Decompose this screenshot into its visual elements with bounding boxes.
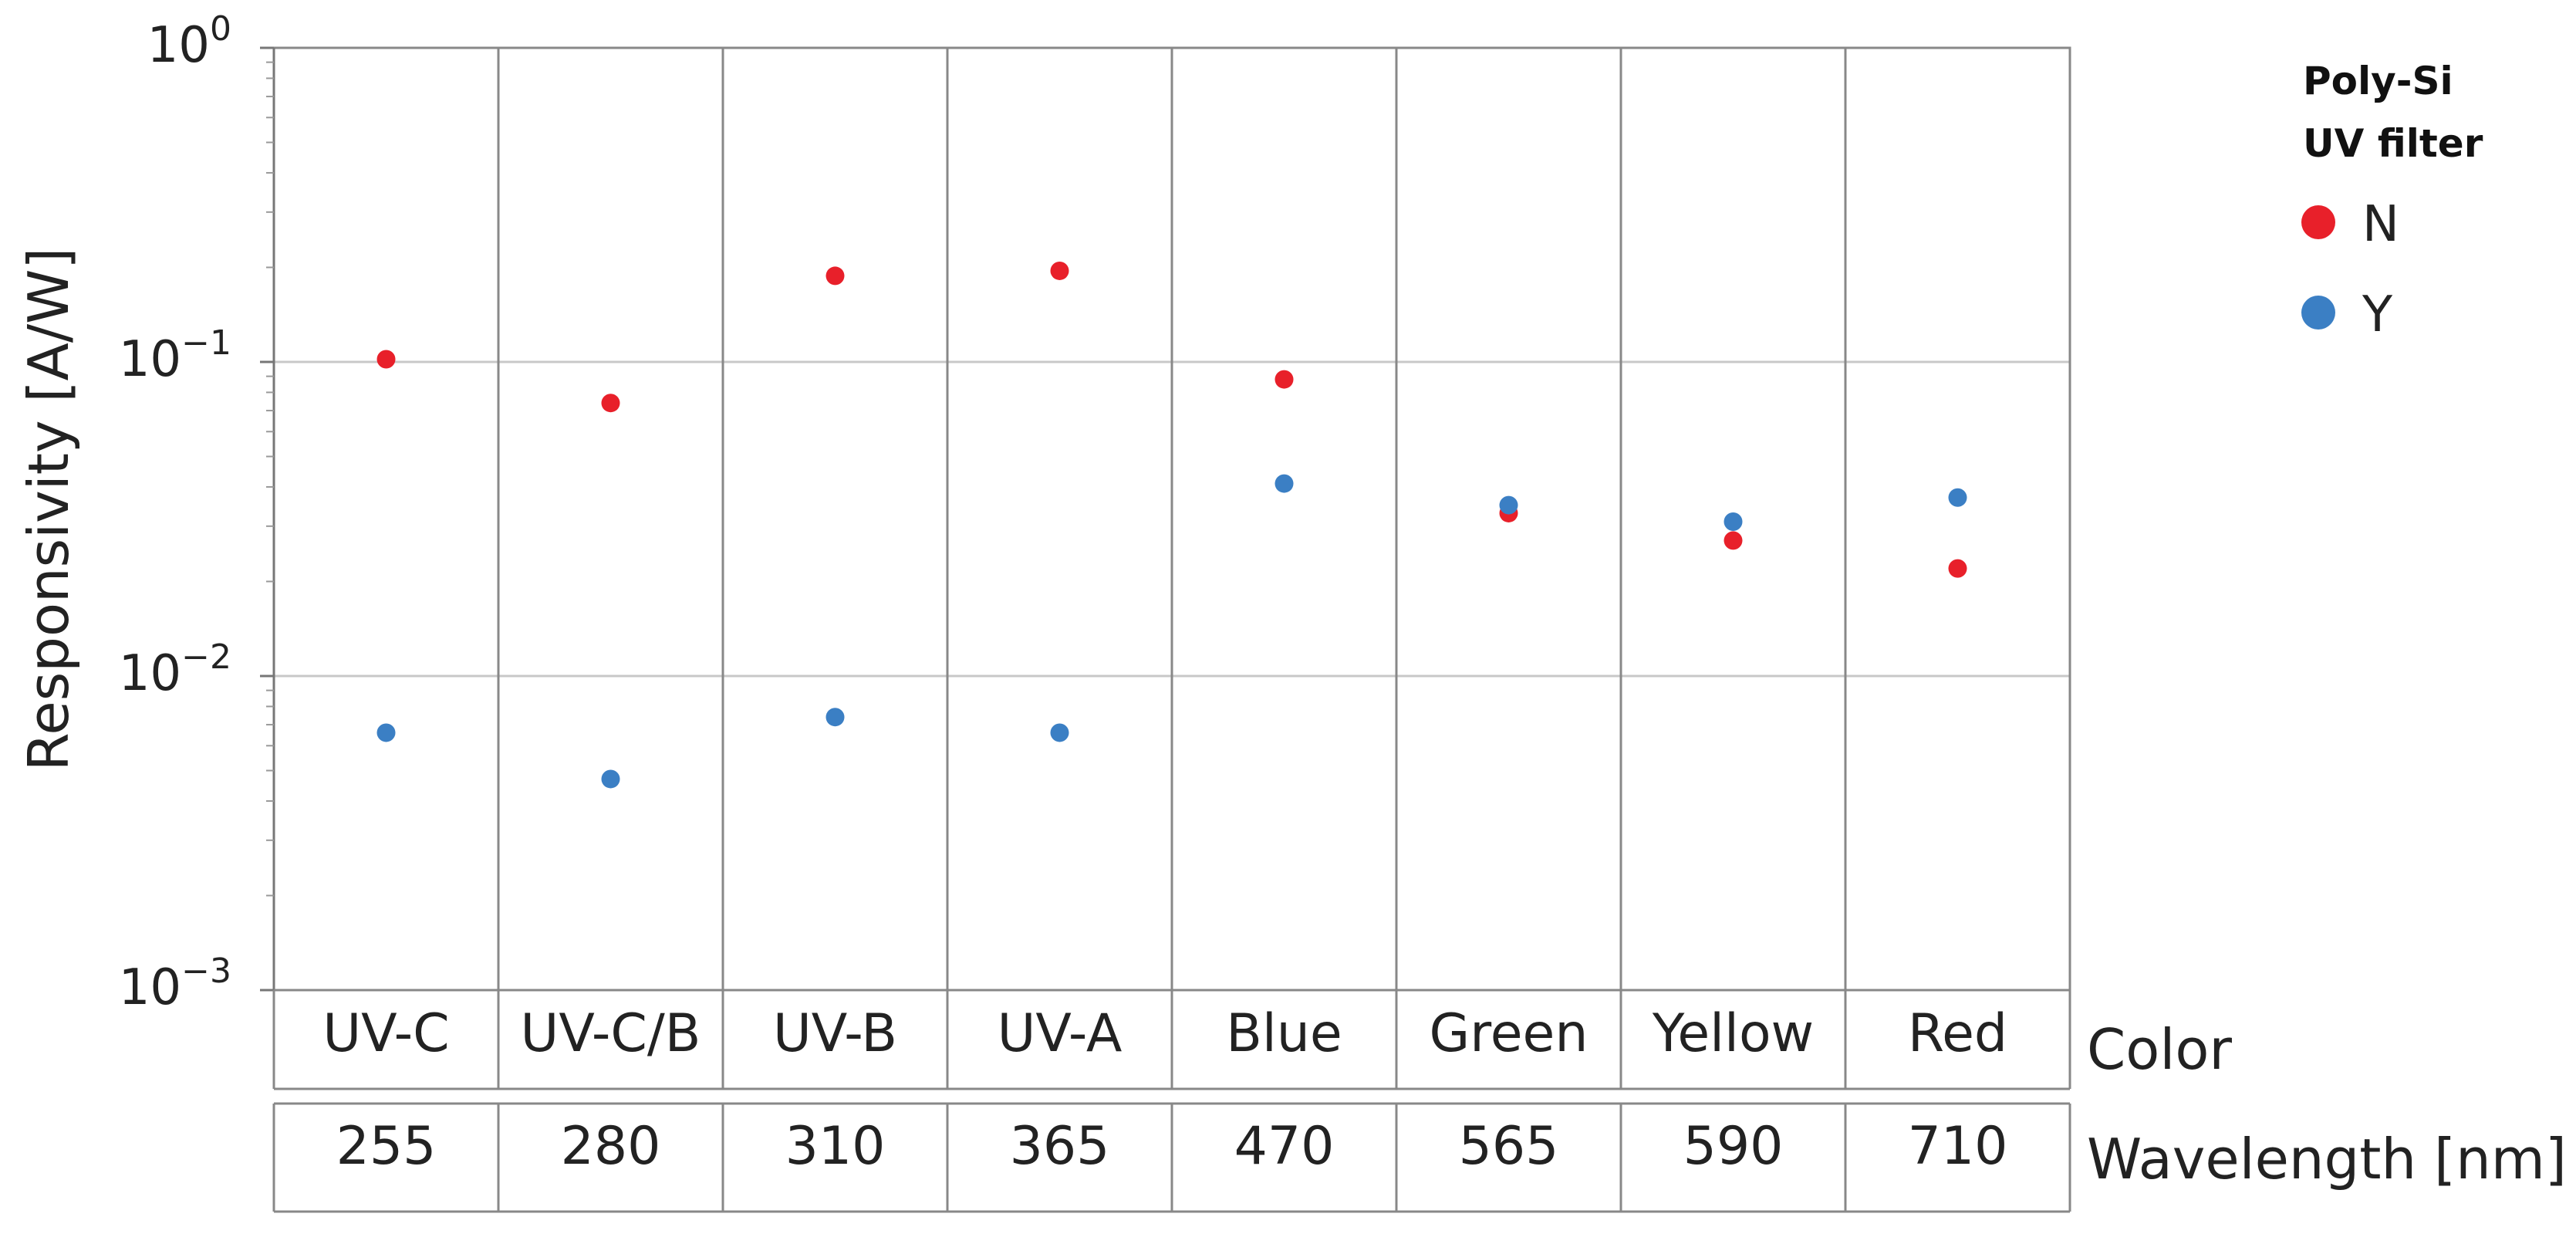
legend-label-Y: Y	[2362, 286, 2393, 343]
wavelength-label: 470	[1234, 1116, 1335, 1177]
point-N-UV-A	[1050, 261, 1069, 280]
color-row-label: Color	[2087, 1017, 2232, 1082]
wavelength-label: 565	[1459, 1116, 1559, 1177]
point-N-Blue	[1274, 370, 1294, 389]
point-Y-Yellow	[1724, 512, 1743, 532]
y-tick-label: 10−3	[119, 952, 231, 1016]
wavelength-row-label: Wavelength [nm]	[2087, 1127, 2567, 1192]
category-label: Red	[1908, 1003, 2007, 1064]
category-label: UV-A	[998, 1003, 1123, 1064]
wavelength-label: 365	[1010, 1116, 1110, 1177]
point-Y-UV-B	[825, 708, 845, 727]
category-label: Blue	[1226, 1003, 1342, 1064]
point-N-UV-C/B	[601, 394, 620, 413]
plot-frame	[272, 46, 2071, 992]
category-label: UV-B	[773, 1003, 897, 1064]
point-N-Yellow	[1724, 531, 1743, 550]
point-Y-UV-A	[1050, 723, 1069, 742]
point-N-Red	[1948, 559, 1967, 578]
point-Y-UV-C	[376, 723, 396, 742]
y-tick-label: 10−2	[119, 637, 231, 702]
legend-marker-N	[2301, 205, 2335, 239]
legend: Poly-Si UV filter NY	[2301, 59, 2483, 343]
y-tick-label: 100	[147, 9, 231, 74]
legend-title-line2: UV filter	[2303, 121, 2483, 166]
wavelength-label: 280	[561, 1116, 661, 1177]
point-Y-Green	[1499, 495, 1518, 515]
point-Y-Blue	[1274, 474, 1294, 493]
wavelength-label: 255	[336, 1116, 437, 1177]
point-N-UV-B	[825, 266, 845, 286]
legend-marker-Y	[2301, 296, 2335, 330]
category-label: UV-C	[322, 1003, 449, 1064]
legend-label-N: N	[2362, 196, 2399, 253]
point-Y-UV-C/B	[601, 769, 620, 789]
category-label: Green	[1430, 1003, 1588, 1064]
point-Y-Red	[1948, 488, 1967, 507]
category-label: UV-C/B	[521, 1003, 701, 1064]
wavelength-label: 710	[1908, 1116, 2008, 1177]
y-tick-label: 10−1	[119, 323, 231, 388]
y-axis-label: Responsivity [A/W]	[16, 248, 81, 772]
y-axis: 100 10−1 10−2 10−3	[119, 9, 274, 1016]
category-table: UV-C UV-C/B UV-B UV-A Blue Green Yellow Red 255 2…	[272, 989, 2071, 1213]
wavelength-label: 590	[1683, 1116, 1784, 1177]
category-label: Yellow	[1652, 1003, 1814, 1064]
legend-title-line1: Poly-Si	[2303, 59, 2453, 103]
data-points	[376, 261, 1967, 789]
point-N-UV-C	[376, 350, 396, 369]
wavelength-label: 310	[785, 1116, 886, 1177]
